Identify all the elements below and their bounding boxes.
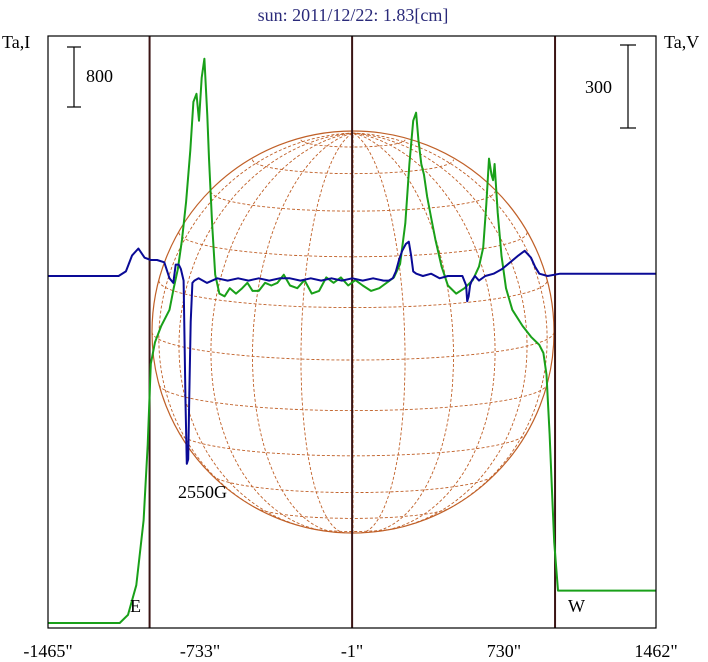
- meridian-line: [252, 132, 354, 533]
- meridian-line: [300, 132, 354, 534]
- right-axis-label: Ta,V: [664, 32, 699, 52]
- x-tick-label: -1": [341, 641, 363, 661]
- west-limb-label: W: [568, 596, 585, 616]
- x-tick-labels: -1465" -733" -1" 730" 1462": [23, 641, 677, 661]
- meridian-line: [210, 132, 354, 532]
- east-limb-label: E: [130, 596, 141, 616]
- right-scale-bar: 300: [585, 44, 636, 129]
- limb-lines: [148, 36, 557, 628]
- meridian-line: [352, 132, 496, 532]
- plot-frame: [47, 35, 657, 629]
- meridian-line: [352, 132, 454, 533]
- parallel-line: [178, 232, 528, 258]
- x-tick-label: 1462": [634, 641, 677, 661]
- parallel-line: [252, 159, 454, 175]
- meridian-line: [352, 132, 406, 534]
- left-scale-bar-label: 800: [86, 66, 113, 86]
- parallel-line: [158, 280, 548, 309]
- stokes-i-line: [48, 57, 656, 624]
- left-axis-label: Ta,I: [2, 32, 30, 52]
- right-scale-bar-label: 300: [585, 77, 612, 97]
- meridian-line: [178, 132, 354, 527]
- series-group: [48, 57, 656, 624]
- x-tick-label: 730": [487, 641, 521, 661]
- meridian-line: [352, 132, 548, 509]
- stokes-v-line: [48, 240, 656, 465]
- x-tick-label: -733": [180, 641, 220, 661]
- parallel-line: [255, 507, 451, 519]
- chart-title: sun: 2011/12/22: 1.83[cm]: [258, 5, 449, 25]
- parallel-line: [309, 527, 397, 532]
- field-strength-annotation: 2550G: [178, 482, 227, 502]
- left-scale-bar: 800: [67, 46, 113, 108]
- x-tick-label: -1465": [23, 641, 72, 661]
